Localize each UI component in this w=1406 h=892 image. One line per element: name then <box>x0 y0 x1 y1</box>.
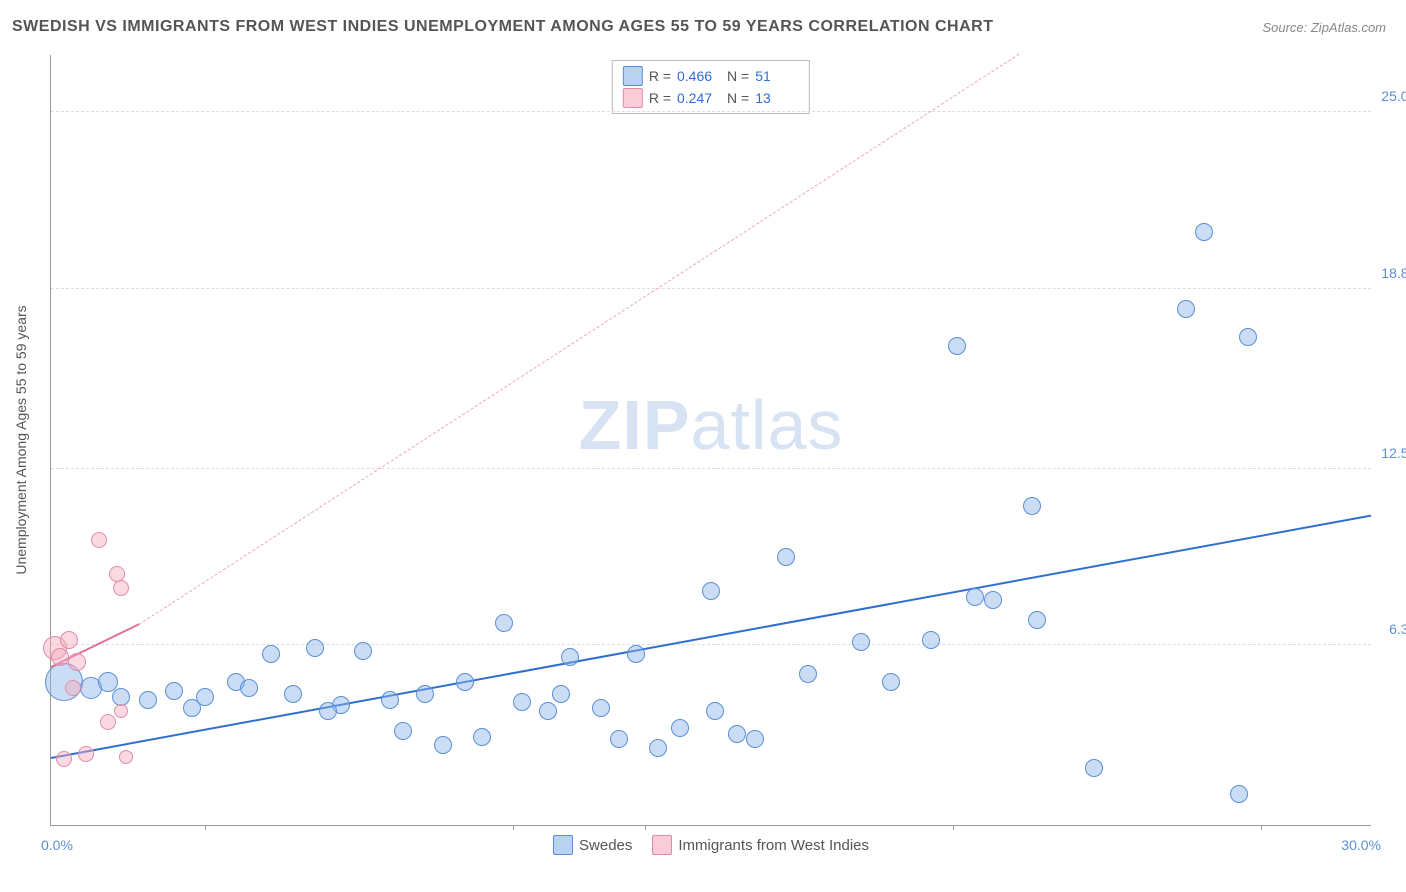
series-legend: Swedes Immigrants from West Indies <box>553 835 869 855</box>
data-point <box>671 719 689 737</box>
data-point <box>456 673 474 691</box>
legend-item-swedes: Swedes <box>553 835 632 855</box>
data-point <box>513 693 531 711</box>
y-axis-label: Unemployment Among Ages 55 to 59 years <box>13 305 29 574</box>
swatch-swedes <box>623 66 643 86</box>
data-point <box>592 699 610 717</box>
legend-item-immigrants: Immigrants from West Indies <box>652 835 869 855</box>
data-point <box>306 639 324 657</box>
data-point <box>1177 300 1195 318</box>
swatch-immigrants <box>652 835 672 855</box>
data-point <box>649 739 667 757</box>
data-point <box>354 642 372 660</box>
data-point <box>65 680 81 696</box>
data-point <box>165 682 183 700</box>
data-point <box>966 588 984 606</box>
r-label: R = <box>649 68 671 84</box>
data-point <box>473 728 491 746</box>
data-point <box>284 685 302 703</box>
data-point <box>610 730 628 748</box>
legend-label: Swedes <box>579 837 632 854</box>
data-point <box>381 691 399 709</box>
x-tick-mark <box>513 825 514 830</box>
x-axis-min: 0.0% <box>41 837 73 853</box>
y-tick-label: 12.5% <box>1376 445 1406 461</box>
data-point <box>139 691 157 709</box>
data-point <box>114 704 128 718</box>
data-point <box>882 673 900 691</box>
swatch-swedes <box>553 835 573 855</box>
data-point <box>51 648 69 666</box>
data-point <box>1085 759 1103 777</box>
gridline <box>51 644 1371 645</box>
n-value: 13 <box>755 90 799 106</box>
data-point <box>100 714 116 730</box>
data-point <box>852 633 870 651</box>
data-point <box>240 679 258 697</box>
data-point <box>495 614 513 632</box>
chart-title: SWEDISH VS IMMIGRANTS FROM WEST INDIES U… <box>12 18 994 36</box>
data-point <box>706 702 724 720</box>
plot-area: Unemployment Among Ages 55 to 59 years 0… <box>50 55 1371 826</box>
data-point <box>416 685 434 703</box>
gridline <box>51 468 1371 469</box>
data-point <box>1195 223 1213 241</box>
source-label: Source: ZipAtlas.com <box>1262 20 1386 35</box>
watermark: ZIPatlas <box>579 385 844 465</box>
legend-row-immigrants: R = 0.247 N = 13 <box>623 87 799 109</box>
x-tick-mark <box>1261 825 1262 830</box>
data-point <box>552 685 570 703</box>
n-value: 51 <box>755 68 799 84</box>
data-point <box>702 582 720 600</box>
data-point <box>56 751 72 767</box>
legend-label: Immigrants from West Indies <box>678 837 869 854</box>
data-point <box>746 730 764 748</box>
y-tick-label: 25.0% <box>1376 88 1406 104</box>
data-point <box>434 736 452 754</box>
r-value: 0.247 <box>677 90 721 106</box>
data-point <box>777 548 795 566</box>
data-point <box>319 702 337 720</box>
trend-line <box>139 54 1020 625</box>
x-tick-mark <box>205 825 206 830</box>
legend-row-swedes: R = 0.466 N = 51 <box>623 65 799 87</box>
data-point <box>91 532 107 548</box>
r-value: 0.466 <box>677 68 721 84</box>
data-point <box>627 645 645 663</box>
data-point <box>1230 785 1248 803</box>
r-label: R = <box>649 90 671 106</box>
data-point <box>948 337 966 355</box>
data-point <box>78 746 94 762</box>
data-point <box>799 665 817 683</box>
y-tick-label: 18.8% <box>1376 265 1406 281</box>
gridline <box>51 111 1371 112</box>
data-point <box>1023 497 1041 515</box>
x-axis-max: 30.0% <box>1341 837 1381 853</box>
data-point <box>394 722 412 740</box>
y-tick-label: 6.3% <box>1376 621 1406 637</box>
x-tick-mark <box>645 825 646 830</box>
data-point <box>561 648 579 666</box>
x-tick-mark <box>953 825 954 830</box>
gridline <box>51 288 1371 289</box>
data-point <box>728 725 746 743</box>
n-label: N = <box>727 68 749 84</box>
data-point <box>119 750 133 764</box>
data-point <box>68 653 86 671</box>
data-point <box>262 645 280 663</box>
data-point <box>922 631 940 649</box>
data-point <box>196 688 214 706</box>
swatch-immigrants <box>623 88 643 108</box>
correlation-legend: R = 0.466 N = 51 R = 0.247 N = 13 <box>612 60 810 114</box>
data-point <box>113 580 129 596</box>
data-point <box>984 591 1002 609</box>
data-point <box>1028 611 1046 629</box>
n-label: N = <box>727 90 749 106</box>
data-point <box>60 631 78 649</box>
data-point <box>1239 328 1257 346</box>
data-point <box>539 702 557 720</box>
